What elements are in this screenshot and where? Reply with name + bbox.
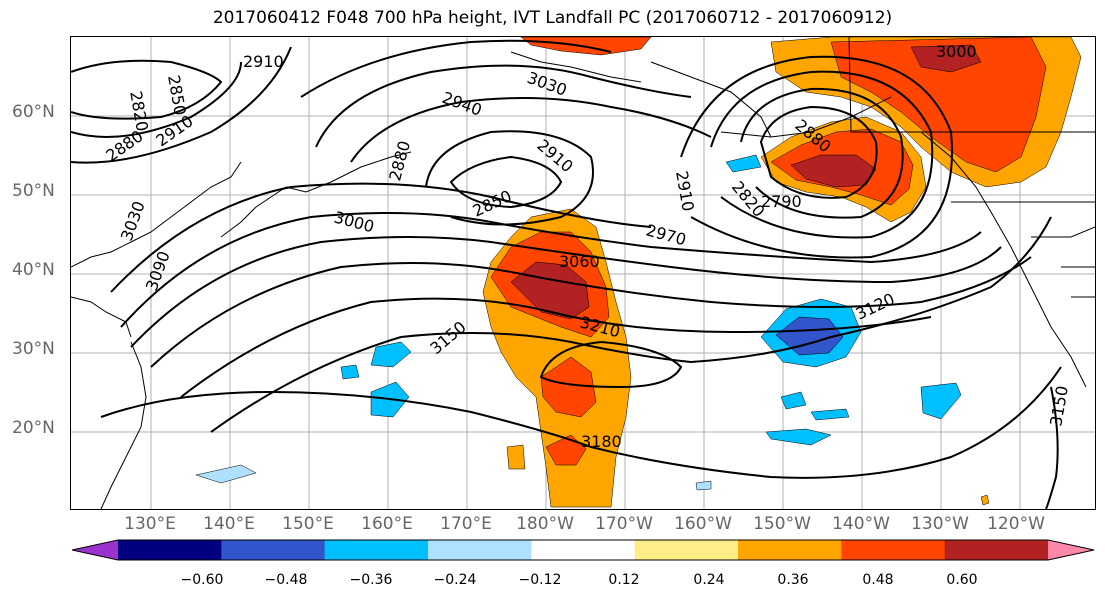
lon-label-130e: 130°E: [124, 514, 176, 534]
colorbar-tick: 0.12: [608, 572, 640, 588]
lon-label-180w: 180°W: [516, 514, 574, 534]
colorbar-extend-low: [72, 540, 118, 560]
contour-label: 2880: [385, 139, 414, 183]
colorbar-swatches: [71, 539, 1095, 561]
colorbar-swatch: [944, 540, 1049, 560]
lat-label-60n: 60°N: [12, 102, 55, 122]
contour-label: 3180: [581, 432, 622, 451]
colorbar-swatch: [118, 540, 222, 560]
contour-label: 2850: [470, 186, 515, 220]
colorbar-tick: −0.60: [180, 572, 224, 588]
lon-label-130w: 130°W: [911, 514, 969, 534]
contour-label: 3000: [332, 208, 376, 237]
colorbar-swatch: [634, 540, 739, 560]
contour-label: 3090: [142, 249, 174, 294]
contour-label: 2940: [440, 88, 485, 120]
lon-label-160e: 160°E: [361, 514, 413, 534]
contour-label: 2970: [644, 221, 688, 250]
contour-label: 3030: [117, 199, 149, 244]
colorbar-tick: −0.36: [349, 572, 393, 588]
contour-label: 3030: [525, 68, 570, 100]
colorbar-extend-high: [1048, 540, 1094, 560]
contour-label: 3150: [1046, 384, 1072, 427]
map-panel: 2910 2820 2850 2880 2910 2940 3030 2880 …: [70, 36, 1096, 510]
colorbar: [0, 534, 1105, 568]
contour-label: 3060: [559, 252, 600, 271]
colorbar-swatch: [428, 540, 532, 560]
lon-label-150w: 150°W: [753, 514, 811, 534]
colorbar-tick: −0.48: [264, 572, 308, 588]
colorbar-tick: 0.48: [862, 572, 894, 588]
map-title: 2017060412 F048 700 hPa height, IVT Land…: [212, 8, 893, 28]
height-contours: [71, 39, 1062, 509]
colorbar-swatch: [738, 540, 842, 560]
lon-label-150e: 150°E: [282, 514, 334, 534]
colorbar-tick: 0.24: [693, 572, 725, 588]
contour-label: 2910: [243, 52, 284, 71]
lon-label-160w: 160°W: [674, 514, 732, 534]
colorbar-swatch: [324, 540, 429, 560]
lat-label-50n: 50°N: [12, 181, 55, 201]
colorbar-tick: −0.24: [433, 572, 477, 588]
contour-label: 2790: [761, 192, 802, 211]
colorbar-tick: 0.36: [777, 572, 809, 588]
colorbar-swatch: [531, 540, 636, 560]
colorbar-swatch: [221, 540, 326, 560]
lon-label-170e: 170°E: [440, 514, 492, 534]
lat-label-40n: 40°N: [12, 260, 55, 280]
contour-label: 3120: [853, 289, 898, 323]
lon-label-120w: 120°W: [987, 514, 1045, 534]
contour-label: 2820: [126, 89, 152, 132]
colorbar-swatch: [841, 540, 946, 560]
map-canvas: 2910 2820 2850 2880 2910 2940 3030 2880 …: [71, 37, 1095, 509]
lon-label-140e: 140°E: [203, 514, 255, 534]
lat-label-20n: 20°N: [12, 418, 55, 438]
colorbar-tick: 0.60: [946, 572, 978, 588]
lat-label-30n: 30°N: [12, 339, 55, 359]
coastlines: [71, 37, 1095, 509]
lon-label-140w: 140°W: [832, 514, 890, 534]
colorbar-outline: [71, 539, 1095, 561]
contour-label: 2910: [672, 169, 698, 212]
colorbar-tick: −0.12: [518, 572, 562, 588]
contour-label: 3000: [936, 42, 977, 61]
contour-label: 2850: [164, 73, 190, 116]
lon-label-170w: 170°W: [595, 514, 653, 534]
contour-label: 3150: [426, 317, 469, 358]
